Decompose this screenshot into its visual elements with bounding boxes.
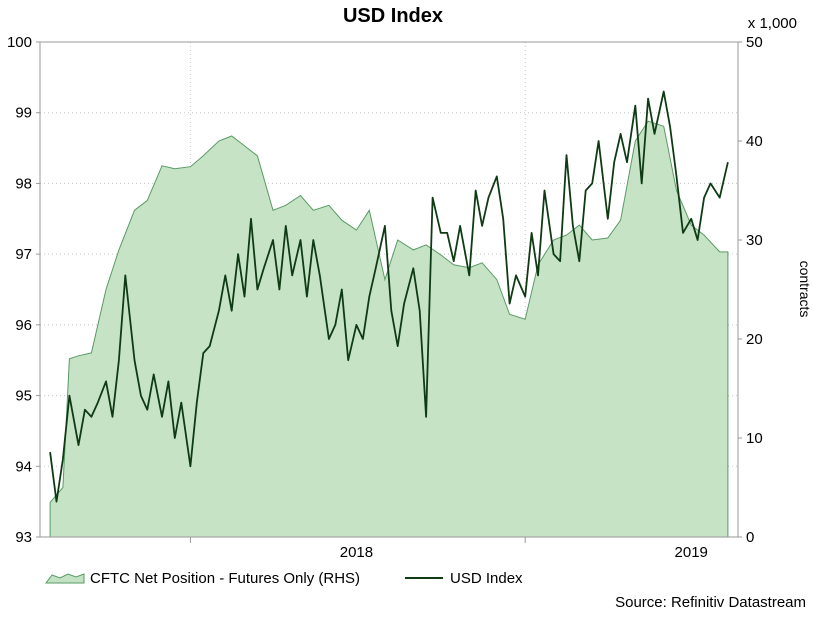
- left-tick-label: 99: [15, 105, 32, 122]
- legend-label-usd-index: USD Index: [450, 570, 523, 587]
- left-tick-label: 100: [7, 34, 32, 51]
- right-tick-label: 20: [746, 331, 763, 348]
- plot-frame: [39, 41, 739, 538]
- usd-index-line-series: [49, 90, 729, 503]
- chart-title: USD Index: [343, 5, 443, 27]
- right-tick-label: 50: [746, 34, 763, 51]
- right-axis-multiplier: x 1,000: [748, 15, 797, 32]
- left-tick-label: 96: [15, 317, 32, 334]
- x-tick-label: 2018: [340, 544, 373, 561]
- right-axis-label: contracts: [797, 261, 813, 318]
- right-tick-label: 10: [746, 430, 763, 447]
- left-tick-label: 94: [15, 458, 32, 475]
- left-tick-label: 98: [15, 175, 32, 192]
- usd-index-line: [49, 90, 729, 503]
- right-tick-label: 0: [746, 529, 754, 546]
- right-axis-ticks: 0 10 20 30 40 50: [738, 34, 763, 546]
- source-note: Source: Refinitiv Datastream: [615, 594, 806, 611]
- legend-label-cftc: CFTC Net Position - Futures Only (RHS): [90, 570, 360, 587]
- right-tick-label: 30: [746, 232, 763, 249]
- legend-swatch-cftc: [45, 573, 85, 584]
- x-tick-label: 2019: [675, 544, 708, 561]
- right-tick-label: 40: [746, 133, 763, 150]
- left-tick-label: 97: [15, 246, 32, 263]
- left-axis-ticks: 93 94 95 96 97 98 99 100: [7, 34, 40, 546]
- legend: CFTC Net Position - Futures Only (RHS) U…: [45, 570, 523, 587]
- x-axis-ticks: 2018 2019: [189, 537, 708, 561]
- left-tick-label: 95: [15, 388, 32, 405]
- left-tick-label: 93: [15, 529, 32, 546]
